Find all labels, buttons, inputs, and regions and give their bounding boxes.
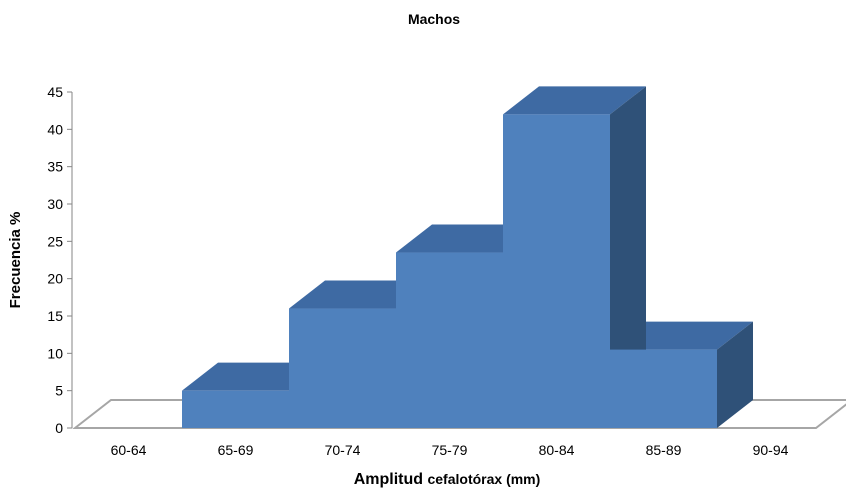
y-tick-label: 40 <box>47 121 63 137</box>
x-tick-label: 75-79 <box>432 442 468 458</box>
x-axis-title-main: Amplitud <box>354 471 423 488</box>
chart-title: Machos <box>408 11 460 27</box>
x-tick-label: 60-64 <box>111 442 147 458</box>
x-axis-title: Amplitud cefalotórax (mm) <box>354 471 541 488</box>
y-tick-label: 0 <box>55 420 63 436</box>
x-axis-ticks: 60-64 65-69 70-74 75-79 80-84 85-89 90-94 <box>111 442 789 458</box>
bars-group <box>182 86 753 429</box>
bar-70-74 <box>289 308 396 428</box>
x-tick-label: 90-94 <box>753 442 789 458</box>
bar-75-79 <box>396 252 503 428</box>
y-tick-label: 15 <box>47 308 63 324</box>
bar-80-84 <box>503 114 610 429</box>
x-axis-title-rest: cefalotórax (mm) <box>427 471 540 487</box>
x-tick-label: 85-89 <box>646 442 682 458</box>
y-tick-label: 45 <box>47 84 63 100</box>
bar-85-89 <box>610 349 717 428</box>
x-tick-label: 70-74 <box>325 442 361 458</box>
x-tick-label: 65-69 <box>218 442 254 458</box>
y-tick-label: 30 <box>47 196 63 212</box>
bar-65-69 <box>182 390 289 428</box>
x-tick-label: 80-84 <box>539 442 575 458</box>
bar-top-80-84 <box>503 86 646 115</box>
bar-side-80-84 <box>610 86 646 429</box>
y-axis-title: Frecuencia % <box>7 212 24 309</box>
y-axis: 0 5 10 15 20 25 30 35 40 45 <box>47 84 73 436</box>
y-tick-label: 20 <box>47 271 63 287</box>
bar-side-85-89 <box>717 321 753 428</box>
y-tick-label: 35 <box>47 159 63 175</box>
y-tick-label: 25 <box>47 233 63 249</box>
y-tick-label: 10 <box>47 345 63 361</box>
y-tick-label: 5 <box>55 383 63 399</box>
